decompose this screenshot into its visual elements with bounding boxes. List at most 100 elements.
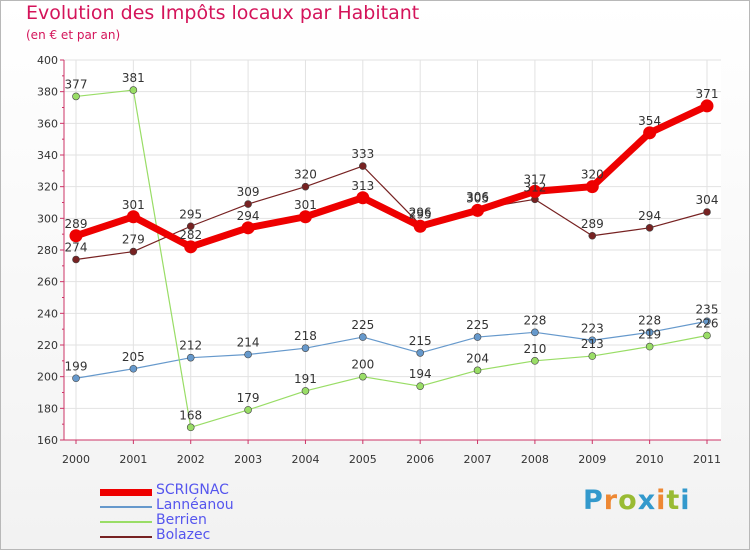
- data-point[interactable]: [416, 382, 424, 390]
- data-label: 354: [638, 114, 661, 128]
- data-point[interactable]: [72, 92, 80, 101]
- data-point[interactable]: [244, 200, 252, 208]
- data-point[interactable]: [69, 229, 83, 243]
- logo-letter: i: [680, 485, 691, 516]
- data-point[interactable]: [129, 247, 138, 256]
- data-point[interactable]: [416, 349, 424, 357]
- series-lannéanou: [72, 317, 711, 383]
- x-tick-label: 2011: [693, 453, 721, 466]
- legend-swatch: [100, 536, 152, 538]
- data-label: 205: [122, 350, 145, 364]
- data-label: 294: [638, 209, 661, 223]
- data-label: 289: [65, 217, 88, 231]
- y-tick-label: 300: [37, 212, 58, 225]
- data-label: 282: [179, 228, 202, 242]
- data-label: 179: [237, 391, 260, 405]
- data-label: 225: [466, 318, 489, 332]
- data-point[interactable]: [645, 328, 654, 337]
- legend-swatch: [100, 521, 152, 523]
- x-tick-label: 2005: [349, 453, 377, 466]
- series-berrien: [72, 86, 711, 432]
- y-tick-label: 400: [37, 54, 58, 67]
- data-point[interactable]: [528, 184, 542, 198]
- logo-letter: P: [583, 485, 604, 516]
- data-point[interactable]: [471, 203, 485, 217]
- data-point[interactable]: [301, 344, 310, 352]
- data-point[interactable]: [72, 255, 80, 264]
- y-tick-label: 280: [37, 244, 58, 257]
- data-point[interactable]: [129, 364, 138, 373]
- data-point[interactable]: [72, 374, 80, 383]
- legend-item-bolazec: Bolazec: [100, 527, 300, 545]
- data-point[interactable]: [413, 219, 427, 233]
- data-point[interactable]: [473, 333, 482, 341]
- data-point[interactable]: [588, 336, 597, 345]
- data-point[interactable]: [359, 333, 367, 341]
- data-point[interactable]: [129, 86, 138, 94]
- data-point[interactable]: [359, 372, 367, 381]
- data-point[interactable]: [241, 221, 255, 235]
- data-point[interactable]: [643, 126, 657, 140]
- legend-label: SCRIGNAC: [156, 482, 229, 498]
- data-label: 279: [122, 233, 145, 247]
- data-label: 301: [122, 198, 145, 212]
- legend-item-scrignac: SCRIGNAC: [100, 482, 300, 500]
- data-point[interactable]: [531, 328, 539, 337]
- logo-letter: o: [618, 485, 638, 516]
- data-point[interactable]: [301, 387, 310, 395]
- data-label: 333: [351, 147, 374, 161]
- data-point[interactable]: [703, 331, 711, 340]
- data-point[interactable]: [645, 342, 654, 351]
- data-label: 204: [466, 351, 489, 365]
- data-label: 225: [351, 318, 374, 332]
- data-point[interactable]: [359, 162, 367, 170]
- data-label: 194: [409, 367, 432, 381]
- x-tick-label: 2003: [234, 453, 262, 466]
- series-line: [75, 320, 708, 379]
- data-label: 381: [122, 71, 145, 85]
- x-tick-label: 2000: [62, 453, 90, 466]
- data-label: 191: [294, 372, 317, 386]
- logo-letter: i: [656, 485, 667, 516]
- data-point[interactable]: [703, 208, 711, 216]
- data-point[interactable]: [588, 352, 597, 360]
- data-label: 320: [581, 168, 604, 182]
- data-point[interactable]: [186, 222, 195, 231]
- data-point[interactable]: [126, 210, 140, 224]
- y-tick-label: 200: [37, 371, 58, 384]
- data-point[interactable]: [184, 240, 198, 254]
- chart-title: Evolution des Impôts locaux par Habitant: [26, 2, 420, 24]
- data-point[interactable]: [703, 317, 711, 326]
- y-tick-label: 180: [37, 402, 58, 415]
- data-point[interactable]: [244, 406, 252, 414]
- data-point[interactable]: [298, 210, 312, 224]
- data-label: 305: [466, 191, 489, 205]
- data-point[interactable]: [588, 231, 597, 240]
- y-tick-label: 380: [37, 86, 58, 99]
- y-tick-label: 240: [37, 307, 58, 320]
- data-point[interactable]: [356, 191, 370, 205]
- data-point[interactable]: [645, 224, 654, 232]
- data-label: 235: [696, 302, 719, 316]
- y-tick-label: 160: [37, 434, 58, 447]
- data-label: 294: [237, 209, 260, 223]
- data-label: 200: [351, 358, 374, 372]
- data-point[interactable]: [301, 182, 310, 191]
- data-point[interactable]: [531, 357, 539, 365]
- data-label: 295: [409, 207, 432, 221]
- legend-item-berrien: Berrien: [100, 512, 300, 530]
- logo-letter: r: [603, 485, 619, 516]
- logo-letter: t: [666, 485, 681, 516]
- data-label: 304: [696, 193, 719, 207]
- data-label: 199: [65, 359, 88, 373]
- data-point[interactable]: [186, 353, 195, 362]
- x-tick-label: 2007: [464, 453, 492, 466]
- data-point[interactable]: [585, 180, 599, 194]
- data-label: 320: [294, 168, 317, 182]
- data-point[interactable]: [700, 99, 714, 113]
- data-label: 168: [179, 408, 202, 422]
- data-point[interactable]: [473, 366, 482, 375]
- proxiti-logo: Proxiti: [583, 485, 691, 516]
- data-point[interactable]: [186, 423, 195, 432]
- data-point[interactable]: [244, 350, 252, 359]
